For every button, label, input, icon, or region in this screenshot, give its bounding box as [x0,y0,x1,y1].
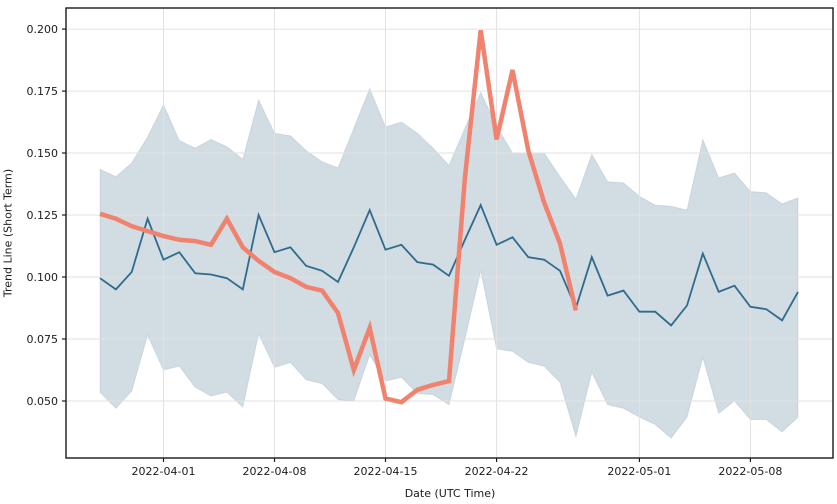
y-tick-label: 0.175 [27,85,59,98]
y-tick-label: 0.100 [27,271,59,284]
y-tick-label: 0.050 [27,395,59,408]
x-tick-label: 2022-04-15 [354,465,418,478]
x-tick-label: 2022-05-01 [607,465,671,478]
y-tick-label: 0.150 [27,147,59,160]
x-tick-label: 2022-04-22 [465,465,529,478]
y-tick-label: 0.200 [27,23,59,36]
axes-box [65,7,834,459]
x-tick-label: 2022-05-08 [718,465,782,478]
y-tick-label: 0.125 [27,209,59,222]
x-tick-label: 2022-04-08 [243,465,307,478]
x-axis-label: Date (UTC Time) [404,487,496,500]
price-line [99,29,579,405]
y-axis-label: Trend Line (Short Term) [1,168,15,298]
trend-line [99,202,799,327]
y-tick-label: 0.075 [27,333,59,346]
x-tick-label: 2022-04-01 [132,465,196,478]
